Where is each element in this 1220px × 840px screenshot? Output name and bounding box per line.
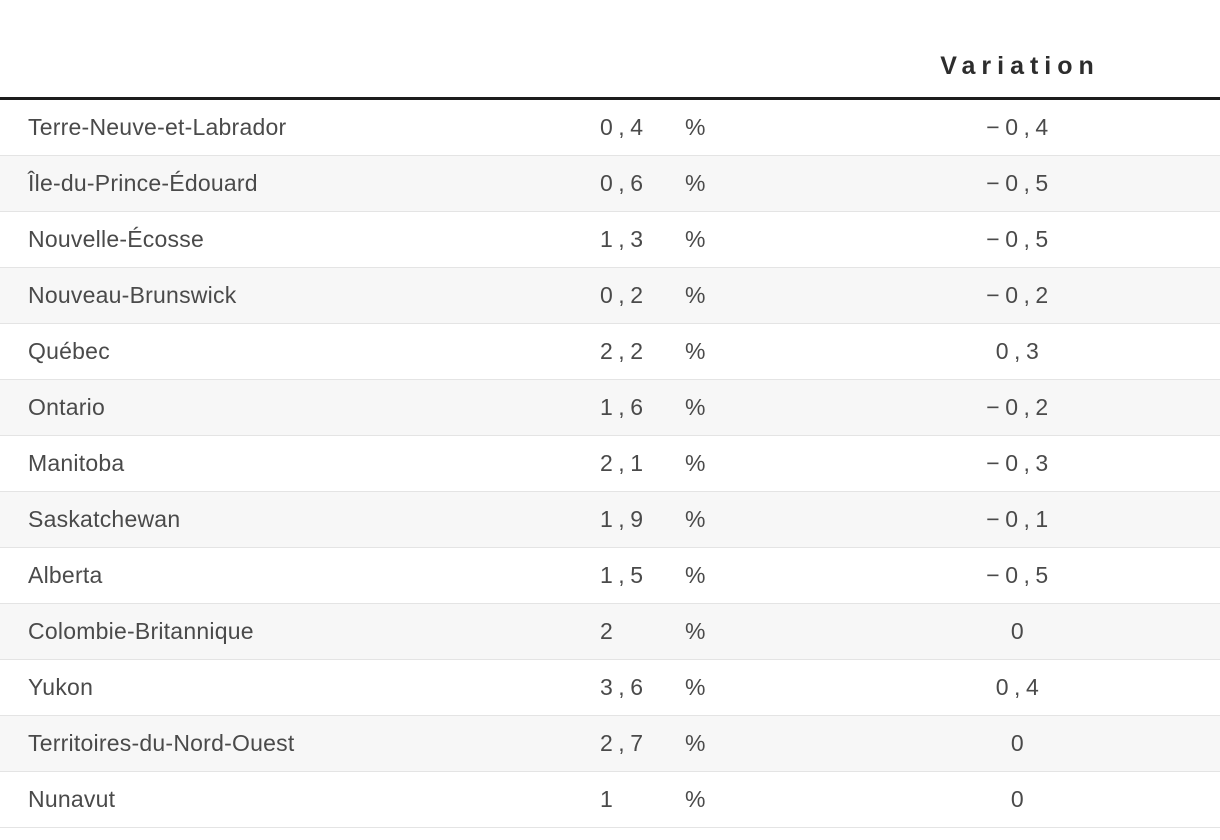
value-cell: 1	[600, 786, 619, 812]
region-name: Québec	[28, 338, 110, 364]
value-cell: 0,6	[600, 170, 649, 196]
variation-cell: −0,4	[986, 114, 1054, 140]
region-name: Nouvelle-Écosse	[28, 226, 205, 252]
value-cell: 3,6	[600, 674, 649, 700]
table-row: Colombie-Britannique 2 % 0	[0, 604, 1220, 660]
variation-cell: 0	[1010, 786, 1030, 812]
region-name: Manitoba	[28, 450, 125, 476]
percent-unit: %	[685, 282, 706, 308]
variation-cell: −0,5	[986, 226, 1054, 252]
value-cell: 1,5	[600, 562, 649, 588]
table-row: Nouveau-Brunswick 0,2 % −0,2	[0, 268, 1220, 324]
region-name: Ontario	[28, 394, 106, 420]
variation-cell: −0,2	[986, 282, 1054, 308]
value-cell: 0,2	[600, 282, 649, 308]
variation-column-header: Variation	[940, 52, 1100, 80]
table-row: Yukon 3,6 % 0,4	[0, 660, 1220, 716]
percent-unit: %	[685, 730, 706, 756]
value-cell: 2,7	[600, 730, 649, 756]
percent-unit: %	[685, 338, 706, 364]
value-cell: 0,4	[600, 114, 649, 140]
table-row: Terre-Neuve-et-Labrador 0,4 % −0,4	[0, 100, 1220, 156]
region-name: Territoires-du-Nord-Ouest	[28, 730, 295, 756]
percent-unit: %	[685, 506, 706, 532]
table-row: Saskatchewan 1,9 % −0,1	[0, 492, 1220, 548]
variation-cell: 0,3	[995, 338, 1045, 364]
value-cell: 2	[600, 618, 619, 644]
variation-cell: 0	[1010, 618, 1030, 644]
table-header: Variation	[0, 0, 1220, 100]
table-row: Québec 2,2 % 0,3	[0, 324, 1220, 380]
region-name: Yukon	[28, 674, 94, 700]
value-cell: 1,3	[600, 226, 649, 252]
variation-cell: −0,2	[986, 394, 1054, 420]
percent-unit: %	[685, 786, 706, 812]
value-cell: 1,9	[600, 506, 649, 532]
percent-unit: %	[685, 226, 706, 252]
region-name: Colombie-Britannique	[28, 618, 254, 644]
percent-unit: %	[685, 618, 706, 644]
variation-cell: −0,5	[986, 170, 1054, 196]
region-name: Nunavut	[28, 786, 116, 812]
variation-cell: −0,3	[986, 450, 1054, 476]
table-row: Nunavut 1 % 0	[0, 772, 1220, 828]
variation-cell: 0	[1010, 730, 1030, 756]
region-name: Terre-Neuve-et-Labrador	[28, 114, 287, 140]
percent-unit: %	[685, 674, 706, 700]
region-name: Saskatchewan	[28, 506, 181, 532]
value-cell: 1,6	[600, 394, 649, 420]
table-row: Territoires-du-Nord-Ouest 2,7 % 0	[0, 716, 1220, 772]
value-cell: 2,2	[600, 338, 649, 364]
percent-unit: %	[685, 170, 706, 196]
table-row: Nouvelle-Écosse 1,3 % −0,5	[0, 212, 1220, 268]
region-name: Nouveau-Brunswick	[28, 282, 237, 308]
region-name: Île-du-Prince-Édouard	[28, 170, 258, 196]
table-row: Île-du-Prince-Édouard 0,6 % −0,5	[0, 156, 1220, 212]
variation-cell: 0,4	[995, 674, 1045, 700]
table-body: Terre-Neuve-et-Labrador 0,4 % −0,4 Île-d…	[0, 100, 1220, 828]
percent-unit: %	[685, 114, 706, 140]
table-row: Alberta 1,5 % −0,5	[0, 548, 1220, 604]
variation-cell: −0,1	[986, 506, 1054, 532]
percent-unit: %	[685, 450, 706, 476]
variation-cell: −0,5	[986, 562, 1054, 588]
region-name: Alberta	[28, 562, 103, 588]
percent-unit: %	[685, 394, 706, 420]
value-cell: 2,1	[600, 450, 649, 476]
percent-unit: %	[685, 562, 706, 588]
table-row: Manitoba 2,1 % −0,3	[0, 436, 1220, 492]
table-row: Ontario 1,6 % −0,2	[0, 380, 1220, 436]
